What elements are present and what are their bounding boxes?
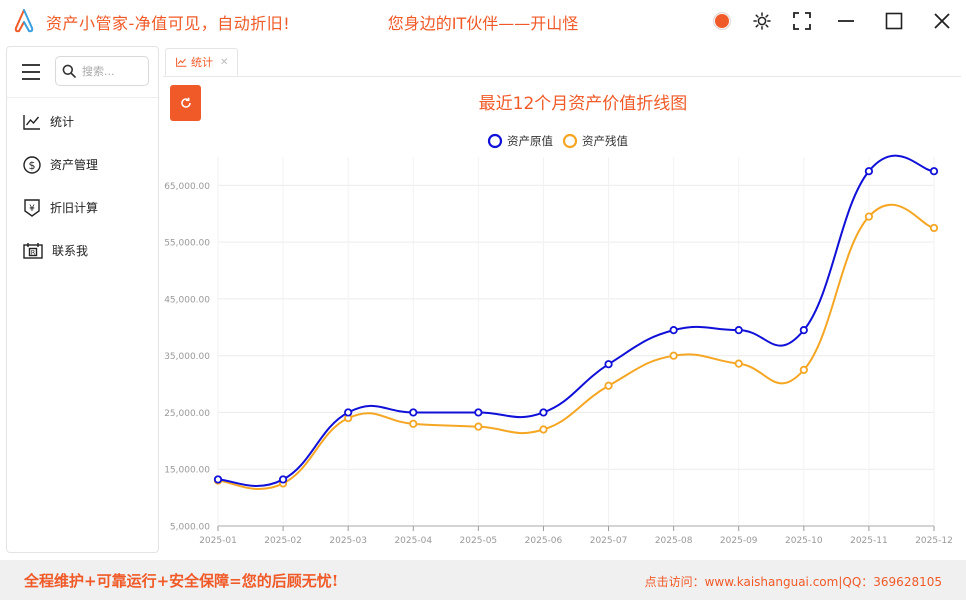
y-tick-label: 55,000.00	[164, 239, 210, 249]
data-point	[409, 408, 418, 417]
legend-marker	[487, 133, 503, 149]
app-title: 资产小管家-净值可见，自动折旧!	[46, 14, 291, 33]
sidebar-item-depreciation[interactable]: ¥ 折旧计算	[7, 186, 158, 229]
maximize-icon	[885, 12, 903, 30]
data-point	[734, 359, 743, 368]
x-tick-label: 2025-03	[329, 536, 367, 546]
sidebar-item-label: 统计	[50, 115, 75, 129]
close-icon	[934, 13, 950, 29]
search-input[interactable]	[80, 63, 146, 79]
search-icon	[62, 64, 76, 78]
minimize-icon	[838, 20, 854, 22]
data-point	[344, 408, 353, 417]
data-point	[539, 408, 548, 417]
series-line	[217, 203, 935, 490]
legend-marker	[562, 133, 578, 149]
title-bar: 资产小管家-净值可见，自动折旧! 您身边的IT伙伴——开山怪	[0, 0, 966, 42]
brightness-button[interactable]	[748, 8, 776, 34]
svg-text:$: $	[29, 159, 36, 172]
sidebar-menu: 统计 $ 资产管理 ¥ 折旧计算 R 联系我	[7, 100, 158, 272]
fullscreen-button[interactable]	[788, 8, 816, 34]
search-box[interactable]	[55, 56, 149, 86]
data-point	[213, 475, 223, 484]
data-point	[799, 365, 808, 374]
close-button[interactable]	[928, 8, 956, 34]
x-tick-label: 2025-04	[394, 536, 432, 546]
tab-bar: 统计 ✕	[163, 46, 961, 77]
x-tick-label: 2025-01	[199, 536, 237, 546]
data-point	[278, 475, 288, 484]
chart-title: 最近12个月资产价值折线图	[479, 94, 688, 114]
data-point	[669, 326, 678, 335]
data-point	[864, 212, 874, 221]
data-point	[864, 167, 874, 176]
contact-card-icon: R	[23, 242, 43, 259]
tab-label: 统计	[191, 56, 213, 69]
sidebar-item-label: 折旧计算	[50, 201, 99, 215]
slogan: 您身边的IT伙伴——开山怪	[387, 14, 579, 33]
sidebar-item-statistics[interactable]: 统计	[7, 100, 158, 143]
sidebar-item-contact[interactable]: R 联系我	[7, 229, 158, 272]
line-chart-icon	[176, 57, 187, 67]
data-point	[474, 408, 483, 417]
y-tick-label: 25,000.00	[164, 409, 210, 419]
website-link[interactable]: www.kaishanguai.com	[704, 575, 839, 589]
data-point	[929, 167, 939, 176]
svg-text:¥: ¥	[29, 204, 35, 214]
sidebar-header	[7, 47, 158, 98]
y-tick-label: 15,000.00	[164, 466, 210, 476]
footer-tagline: 全程维护+可靠运行+安全保障=您的后顾无忧!	[24, 572, 339, 590]
y-tick-label: 45,000.00	[164, 295, 210, 305]
data-point	[604, 381, 613, 390]
minimize-button[interactable]	[832, 8, 860, 34]
x-tick-label: 2025-08	[655, 536, 693, 546]
y-tick-label: 5,000.00	[170, 523, 210, 533]
data-point	[929, 223, 939, 233]
theme-color-dot-icon	[713, 12, 731, 30]
data-point	[734, 326, 743, 335]
x-tick-label: 2025-09	[720, 536, 758, 546]
footer: 全程维护+可靠运行+安全保障=您的后顾无忧! 点击访问：www.kaishang…	[0, 560, 966, 600]
refresh-icon	[180, 97, 191, 108]
sidebar-item-label: 资产管理	[50, 158, 99, 172]
x-tick-label: 2025-02	[264, 536, 302, 546]
qq-text: |QQ：369628105	[838, 575, 942, 589]
data-point	[409, 419, 418, 428]
theme-color-button[interactable]	[708, 8, 736, 34]
series-line	[217, 154, 935, 487]
dollar-circle-icon: $	[23, 155, 41, 174]
app-logo	[14, 9, 34, 33]
data-point	[669, 351, 678, 360]
hamburger-menu-icon[interactable]	[21, 63, 41, 81]
y-tick-label: 35,000.00	[164, 352, 210, 362]
legend-label: 资产原值	[507, 134, 553, 148]
sidebar: 统计 $ 资产管理 ¥ 折旧计算 R 联系我	[6, 46, 159, 553]
x-tick-label: 2025-10	[785, 536, 823, 546]
x-tick-label: 2025-05	[460, 536, 498, 546]
data-point	[799, 326, 808, 335]
maximize-button[interactable]	[880, 8, 908, 34]
footer-contact: 点击访问：www.kaishanguai.com|QQ：369628105	[645, 573, 942, 590]
y-tick-label: 65,000.00	[164, 182, 210, 192]
sidebar-item-asset-management[interactable]: $ 资产管理	[7, 143, 158, 186]
tab-statistics[interactable]: 统计 ✕	[165, 48, 238, 76]
yen-shield-icon: ¥	[24, 198, 40, 217]
refresh-button[interactable]	[170, 85, 201, 121]
x-tick-label: 2025-11	[850, 536, 888, 546]
x-tick-label: 2025-06	[525, 536, 563, 546]
line-chart-icon	[23, 114, 40, 130]
x-tick-label: 2025-07	[590, 536, 628, 546]
data-point	[604, 360, 613, 369]
svg-text:R: R	[31, 248, 36, 256]
tab-close-icon[interactable]: ✕	[220, 56, 229, 68]
visit-label: 点击访问：	[644, 575, 705, 589]
legend-label: 资产残值	[582, 134, 628, 148]
data-point	[539, 425, 548, 434]
sidebar-item-label: 联系我	[52, 244, 89, 258]
data-point	[474, 422, 483, 431]
fullscreen-icon	[793, 12, 811, 30]
x-tick-label: 2025-12	[915, 536, 953, 546]
sun-icon	[753, 12, 771, 30]
